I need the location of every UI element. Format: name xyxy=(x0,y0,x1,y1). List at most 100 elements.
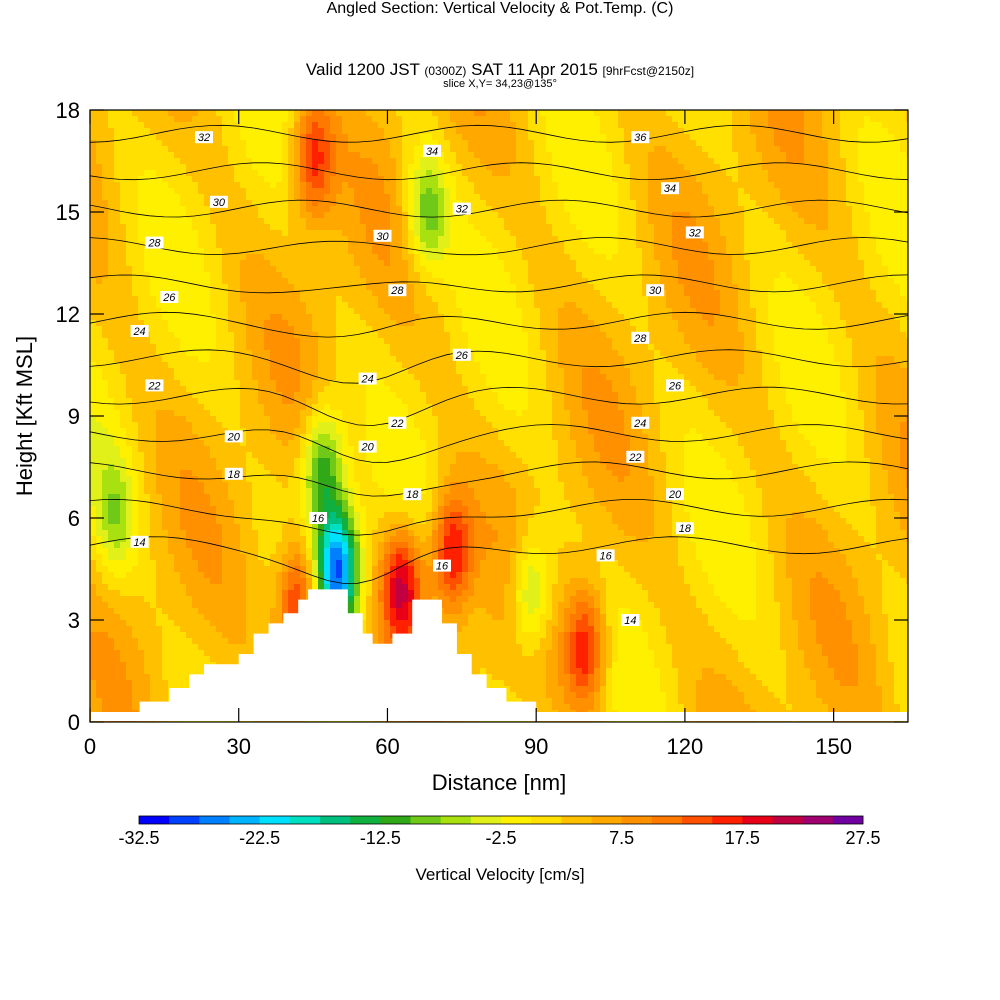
field-cell xyxy=(474,152,481,159)
field-cell xyxy=(318,128,325,135)
field-cell xyxy=(786,218,793,225)
field-cell xyxy=(198,206,205,213)
field-cell xyxy=(150,278,157,285)
field-cell xyxy=(450,290,457,297)
field-cell xyxy=(576,230,583,237)
field-cell xyxy=(528,290,535,297)
field-cell xyxy=(600,254,607,261)
field-cell xyxy=(612,164,619,171)
field-cell xyxy=(246,242,253,249)
field-cell xyxy=(324,182,331,189)
field-cell xyxy=(726,182,733,189)
field-cell xyxy=(678,314,685,321)
field-cell xyxy=(522,242,529,249)
field-cell xyxy=(96,278,103,285)
field-cell xyxy=(570,152,577,159)
field-cell xyxy=(684,122,691,129)
field-cell xyxy=(774,140,781,147)
field-cell xyxy=(732,278,739,285)
field-cell xyxy=(114,110,121,117)
field-cell xyxy=(588,128,595,135)
field-cell xyxy=(282,248,289,255)
field-cell xyxy=(588,152,595,159)
field-cell xyxy=(420,182,427,189)
field-cell xyxy=(582,290,589,297)
field-cell xyxy=(666,140,673,147)
field-cell xyxy=(708,158,715,165)
field-cell xyxy=(408,182,415,189)
field-cell xyxy=(576,116,583,123)
field-cell xyxy=(234,116,241,123)
field-cell xyxy=(132,266,139,273)
field-cell xyxy=(330,242,337,249)
field-cell xyxy=(288,146,295,153)
field-cell xyxy=(714,176,721,183)
field-cell xyxy=(342,146,349,153)
field-cell xyxy=(342,314,349,321)
field-cell xyxy=(642,200,649,207)
field-cell xyxy=(390,320,397,327)
field-cell xyxy=(720,212,727,219)
field-cell xyxy=(792,200,799,207)
field-cell xyxy=(648,152,655,159)
field-cell xyxy=(270,236,277,243)
field-cell xyxy=(522,152,529,159)
field-cell xyxy=(108,188,115,195)
field-cell xyxy=(768,308,775,315)
field-cell xyxy=(528,212,535,219)
field-cell xyxy=(456,134,463,141)
field-cell xyxy=(666,224,673,231)
field-cell xyxy=(108,242,115,249)
field-cell xyxy=(648,218,655,225)
field-cell xyxy=(390,134,397,141)
field-cell xyxy=(570,296,577,303)
field-cell xyxy=(900,128,907,135)
field-cell xyxy=(354,164,361,171)
field-cell xyxy=(570,182,577,189)
field-cell xyxy=(774,158,781,165)
field-cell xyxy=(252,158,259,165)
field-cell xyxy=(558,194,565,201)
field-cell xyxy=(384,314,391,321)
field-cell xyxy=(246,296,253,303)
field-cell xyxy=(810,230,817,237)
field-cell xyxy=(288,302,295,309)
field-cell xyxy=(840,248,847,255)
field-cell xyxy=(450,164,457,171)
field-cell xyxy=(288,314,295,321)
field-cell xyxy=(390,206,397,213)
field-cell xyxy=(432,200,439,207)
field-cell xyxy=(906,290,908,297)
field-cell xyxy=(426,158,433,165)
field-cell xyxy=(504,278,511,285)
field-cell xyxy=(240,272,247,279)
field-cell xyxy=(792,146,799,153)
field-cell xyxy=(372,146,379,153)
field-cell xyxy=(564,272,571,279)
field-cell xyxy=(270,224,277,231)
field-cell xyxy=(600,146,607,153)
field-cell xyxy=(516,314,523,321)
field-cell xyxy=(528,140,535,147)
field-cell xyxy=(354,260,361,267)
field-cell xyxy=(666,296,673,303)
field-cell xyxy=(786,206,793,213)
field-cell xyxy=(366,320,373,327)
field-cell xyxy=(210,230,217,237)
field-cell xyxy=(204,248,211,255)
field-cell xyxy=(144,254,151,261)
field-cell xyxy=(486,266,493,273)
field-cell xyxy=(546,188,553,195)
field-cell xyxy=(588,290,595,297)
field-cell xyxy=(114,242,121,249)
field-cell xyxy=(516,128,523,135)
field-cell xyxy=(558,158,565,165)
field-cell xyxy=(480,260,487,267)
field-cell xyxy=(606,272,613,279)
field-cell xyxy=(246,164,253,171)
field-cell xyxy=(714,200,721,207)
field-cell xyxy=(174,122,181,129)
field-cell xyxy=(900,122,907,129)
field-cell xyxy=(96,218,103,225)
field-cell xyxy=(186,320,193,327)
